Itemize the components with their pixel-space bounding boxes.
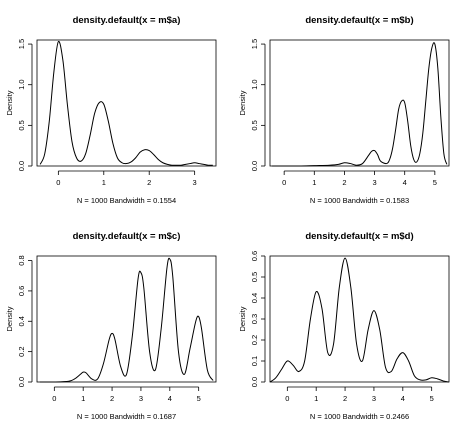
x-tick-label: 1 — [102, 178, 106, 187]
x-tick-label: 2 — [343, 394, 347, 403]
y-tick-label: 1.0 — [250, 79, 259, 89]
x-tick-label: 1 — [81, 394, 85, 403]
x-tick-label: 4 — [401, 394, 405, 403]
y-tick-label: 0.8 — [17, 255, 26, 265]
x-axis-label: N = 1000 Bandwidth = 0.1554 — [77, 196, 176, 205]
x-tick-label: 3 — [372, 394, 376, 403]
x-axis-label: N = 1000 Bandwidth = 0.1687 — [77, 412, 176, 421]
y-axis-label: Density — [5, 90, 14, 115]
density-curve — [272, 42, 448, 167]
y-tick-label: 0.0 — [250, 161, 259, 171]
y-tick-label: 0.2 — [250, 335, 259, 345]
plot-title: density.default(x = m$d) — [305, 231, 413, 242]
density-panel-3: density.default(x = m$c) 0 1 2 3 4 5 0.0 0.2 0.4 0… — [5, 231, 217, 421]
y-tick-label: 0.5 — [250, 272, 259, 282]
x-tick-label: 5 — [430, 394, 434, 403]
x-tick-label: 0 — [282, 178, 286, 187]
x-tick-label: 2 — [342, 178, 346, 187]
y-tick-label: 1.5 — [17, 39, 26, 49]
x-tick-label: 5 — [197, 394, 201, 403]
y-tick-label: 0.0 — [250, 377, 259, 387]
density-curve — [39, 40, 213, 166]
density-panel-1: density.default(x = m$a) 0 1 2 3 0.0 0.5 1.0 1.5… — [5, 15, 217, 205]
x-tick-label: 0 — [52, 394, 56, 403]
y-tick-label: 0.0 — [17, 161, 26, 171]
plot-title: density.default(x = m$a) — [73, 15, 181, 26]
x-tick-label: 4 — [403, 178, 407, 187]
y-tick-label: 0.6 — [17, 286, 26, 296]
plot-title: density.default(x = m$c) — [73, 231, 181, 242]
y-tick-label: 1.0 — [17, 79, 26, 89]
x-tick-label: 1 — [312, 178, 316, 187]
x-tick-label: 0 — [56, 178, 60, 187]
x-tick-label: 3 — [193, 178, 197, 187]
x-tick-label: 2 — [147, 178, 151, 187]
plot-frame — [36, 255, 217, 383]
y-axis-label: Density — [5, 306, 14, 331]
x-tick-label: 0 — [285, 394, 289, 403]
x-tick-label: 5 — [433, 178, 437, 187]
x-tick-label: 1 — [314, 394, 318, 403]
x-tick-label: 4 — [168, 394, 172, 403]
x-axis-label: N = 1000 Bandwidth = 0.1583 — [310, 196, 409, 205]
density-panel-4: density.default(x = m$d) 0 1 2 3 4 5 0.0 0.1 0.2 0… — [238, 231, 450, 421]
y-tick-label: 0.4 — [17, 316, 26, 326]
y-tick-label: 0.3 — [250, 314, 259, 324]
y-tick-label: 0.4 — [250, 293, 259, 303]
y-tick-label: 0.1 — [250, 356, 259, 366]
y-tick-label: 0.6 — [250, 251, 259, 261]
y-tick-label: 0.5 — [250, 120, 259, 130]
plot-title: density.default(x = m$b) — [305, 15, 413, 26]
y-tick-label: 0.2 — [17, 346, 26, 356]
y-tick-label: 0.0 — [17, 377, 26, 387]
density-curve — [269, 257, 450, 383]
x-tick-label: 2 — [110, 394, 114, 403]
plot-frame — [269, 39, 450, 167]
x-axis-label: N = 1000 Bandwidth = 0.2466 — [310, 412, 409, 421]
plot-frame — [269, 255, 450, 383]
y-axis-label: Density — [238, 306, 247, 331]
density-panel-2: density.default(x = m$b) 0 1 2 3 4 5 0.0 0.5 1.0 1… — [238, 15, 450, 205]
y-tick-label: 0.5 — [17, 120, 26, 130]
y-tick-label: 1.5 — [250, 39, 259, 49]
y-axis-label: Density — [238, 90, 247, 115]
x-tick-label: 3 — [372, 178, 376, 187]
plot-frame — [36, 39, 217, 167]
density-curve — [39, 257, 214, 383]
x-tick-label: 3 — [139, 394, 143, 403]
